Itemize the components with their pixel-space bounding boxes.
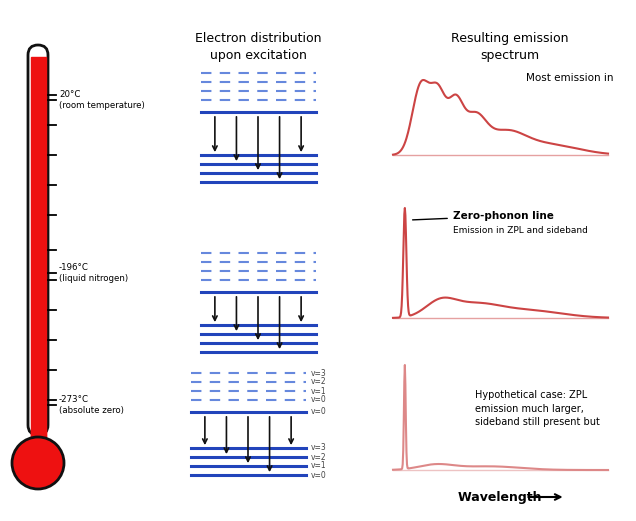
Text: v=0: v=0 [310,395,326,404]
Text: Hypothetical case: ZPL
emission much larger,
sideband still present but: Hypothetical case: ZPL emission much lar… [474,390,600,427]
Bar [31,57,46,437]
Text: v=2: v=2 [310,378,326,387]
Text: Zero-phonon line: Zero-phonon line [413,211,554,221]
Text: v=0: v=0 [310,470,326,479]
Text: v=0: v=0 [310,407,326,416]
Circle shape [13,438,63,488]
Text: Electron distribution
upon excitation: Electron distribution upon excitation [195,32,321,62]
Text: Wavelength: Wavelength [457,490,550,503]
FancyBboxPatch shape [28,45,48,435]
Text: v=1: v=1 [310,462,326,470]
Text: v=2: v=2 [310,453,326,462]
Text: -196°C
(liquid nitrogen): -196°C (liquid nitrogen) [59,263,128,283]
Text: Most emission in: Most emission in [527,73,614,83]
Text: Emission in ZPL and sideband: Emission in ZPL and sideband [453,226,588,235]
Text: Resulting emission
spectrum: Resulting emission spectrum [452,32,569,62]
Text: v=3: v=3 [310,368,326,378]
Bar [31,430,46,468]
Text: -273°C
(absolute zero): -273°C (absolute zero) [59,395,124,415]
Text: v=1: v=1 [310,387,326,395]
Text: v=3: v=3 [310,443,326,453]
Text: 20°C
(room temperature): 20°C (room temperature) [59,90,145,110]
